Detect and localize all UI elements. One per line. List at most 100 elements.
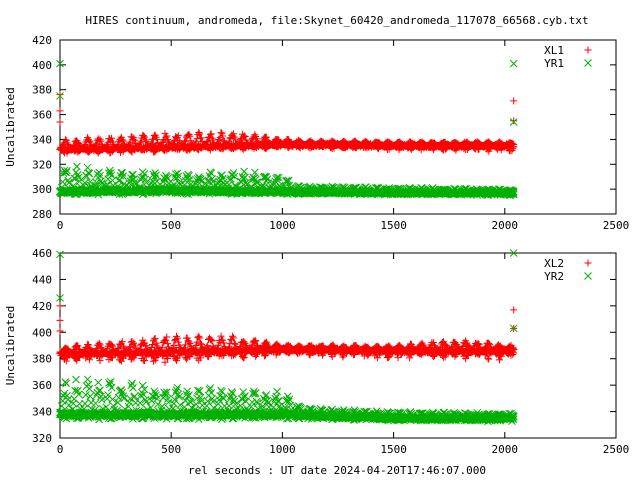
data-point — [217, 129, 225, 137]
x-tick-label: 1000 — [269, 443, 296, 456]
data-point — [81, 391, 90, 399]
data-point — [56, 327, 64, 335]
data-point — [129, 135, 137, 143]
data-point — [196, 130, 204, 138]
figure-title: HIRES continuum, andromeda, file:Skynet_… — [85, 14, 588, 27]
y-tick-label: 380 — [32, 353, 52, 366]
data-point — [184, 131, 192, 139]
x-tick-label: 2000 — [492, 219, 519, 232]
y-tick-label: 460 — [32, 247, 52, 260]
legend-marker — [584, 59, 592, 67]
data-point — [85, 137, 93, 145]
data-point — [240, 132, 248, 140]
x-tick-label: 0 — [57, 443, 64, 456]
x-tick-label: 2000 — [492, 443, 519, 456]
data-point — [186, 132, 194, 140]
series-XL1 — [56, 91, 518, 157]
legend-marker — [584, 259, 592, 267]
data-point — [97, 137, 105, 145]
data-point — [509, 59, 518, 68]
data-point — [72, 375, 80, 384]
y-tick-label: 360 — [32, 379, 52, 392]
data-point — [510, 97, 518, 105]
data-point — [86, 138, 94, 146]
x-tick-label: 1500 — [380, 219, 407, 232]
legend-label: YR1 — [544, 57, 564, 70]
data-point — [195, 332, 203, 340]
data-point — [170, 137, 178, 145]
data-point — [241, 132, 249, 140]
data-point — [510, 117, 518, 125]
data-point — [193, 135, 201, 143]
data-point — [159, 137, 167, 145]
data-point — [118, 136, 126, 144]
data-point — [81, 399, 89, 408]
y-tick-label: 280 — [32, 208, 52, 221]
data-point — [406, 354, 414, 362]
data-point — [208, 134, 216, 142]
data-point — [153, 135, 161, 143]
y-tick-label: 420 — [32, 34, 52, 47]
data-point — [187, 137, 195, 145]
x-tick-label: 1000 — [269, 219, 296, 232]
data-point — [56, 91, 64, 99]
data-point — [56, 107, 64, 115]
data-point — [197, 134, 205, 142]
data-point — [73, 171, 82, 179]
data-point — [231, 135, 239, 143]
y-tick-label: 360 — [32, 109, 52, 122]
series-YR2 — [56, 249, 518, 426]
data-point — [73, 162, 81, 171]
x-axis-label: rel seconds : UT date 2024-04-20T17:46:0… — [188, 464, 486, 477]
data-point — [142, 138, 150, 146]
series-YR1 — [56, 59, 518, 200]
data-point — [141, 136, 149, 144]
data-point — [94, 378, 103, 387]
data-point — [56, 316, 64, 324]
y-axis-label: Uncalibrated — [4, 87, 17, 166]
data-point — [85, 169, 94, 178]
data-point — [229, 130, 237, 138]
y-tick-label: 400 — [32, 59, 52, 72]
data-point — [56, 118, 64, 126]
data-point — [96, 386, 104, 395]
y-tick-label: 320 — [32, 158, 52, 171]
x-tick-label: 500 — [161, 219, 181, 232]
data-point — [251, 131, 259, 139]
data-point — [129, 384, 137, 392]
y-tick-label: 400 — [32, 326, 52, 339]
data-point — [140, 132, 148, 140]
x-tick-label: 2500 — [603, 219, 630, 232]
data-point — [108, 134, 116, 142]
data-point — [262, 133, 270, 141]
data-point — [217, 332, 225, 340]
data-point — [163, 132, 171, 140]
x-tick-label: 500 — [161, 443, 181, 456]
data-point — [174, 132, 182, 140]
data-point — [131, 136, 139, 144]
y-tick-label: 440 — [32, 273, 52, 286]
data-point — [207, 130, 215, 138]
data-point — [65, 178, 73, 187]
data-point — [195, 128, 203, 136]
data-point — [173, 332, 181, 340]
data-point — [57, 402, 66, 410]
data-point — [119, 137, 127, 145]
series-XL2 — [56, 302, 518, 366]
data-point — [56, 302, 64, 310]
x-tick-label: 2500 — [603, 443, 630, 456]
data-point — [229, 332, 237, 340]
data-point — [219, 132, 227, 140]
data-point — [220, 137, 228, 145]
y-tick-label: 340 — [32, 406, 52, 419]
data-point — [61, 136, 69, 144]
top-panel: 0 500 1000 1500 2000 250028030032034036038040… — [4, 34, 629, 232]
y-tick-label: 380 — [32, 84, 52, 97]
data-point — [86, 392, 95, 401]
bottom-panel: 0 500 1000 1500 2000 250032034036038040042044… — [4, 247, 629, 456]
data-point — [139, 131, 147, 139]
legend-label: XL2 — [544, 257, 564, 270]
plot-frame — [59, 39, 617, 215]
y-axis-label: Uncalibrated — [4, 306, 17, 385]
